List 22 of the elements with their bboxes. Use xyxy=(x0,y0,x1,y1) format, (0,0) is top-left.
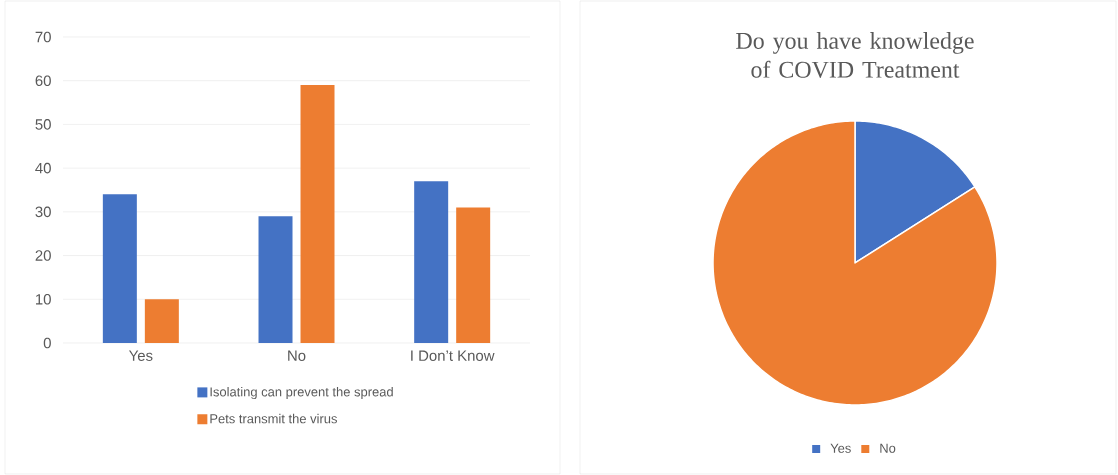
chart-title: Do you have knowledge of COVID Treatment xyxy=(736,32,974,78)
legend-label: Pets transmit the virus xyxy=(210,413,337,424)
x-tick-label: I Don’t Know xyxy=(411,350,495,361)
y-tick-label: 70 xyxy=(35,31,51,43)
bar xyxy=(414,181,449,343)
y-tick-label: 20 xyxy=(35,250,51,261)
y-tick-label: 30 xyxy=(35,206,51,218)
x-tick-label: Yes xyxy=(128,350,153,361)
legend-label: Yes xyxy=(830,443,851,453)
y-tick-label: 10 xyxy=(36,293,51,305)
x-tick-label: No xyxy=(288,350,306,361)
y-tick-label: 60 xyxy=(35,75,51,86)
bar xyxy=(456,207,491,343)
bar xyxy=(300,85,335,343)
legend-label: No xyxy=(880,443,896,453)
bar xyxy=(102,194,137,343)
bar xyxy=(144,299,179,343)
y-tick-label: 0 xyxy=(43,337,51,349)
legend-label: Isolating can prevent the spread xyxy=(210,386,393,400)
y-tick-label: 50 xyxy=(35,119,51,130)
bar xyxy=(258,216,293,343)
y-tick-label: 40 xyxy=(35,162,51,174)
